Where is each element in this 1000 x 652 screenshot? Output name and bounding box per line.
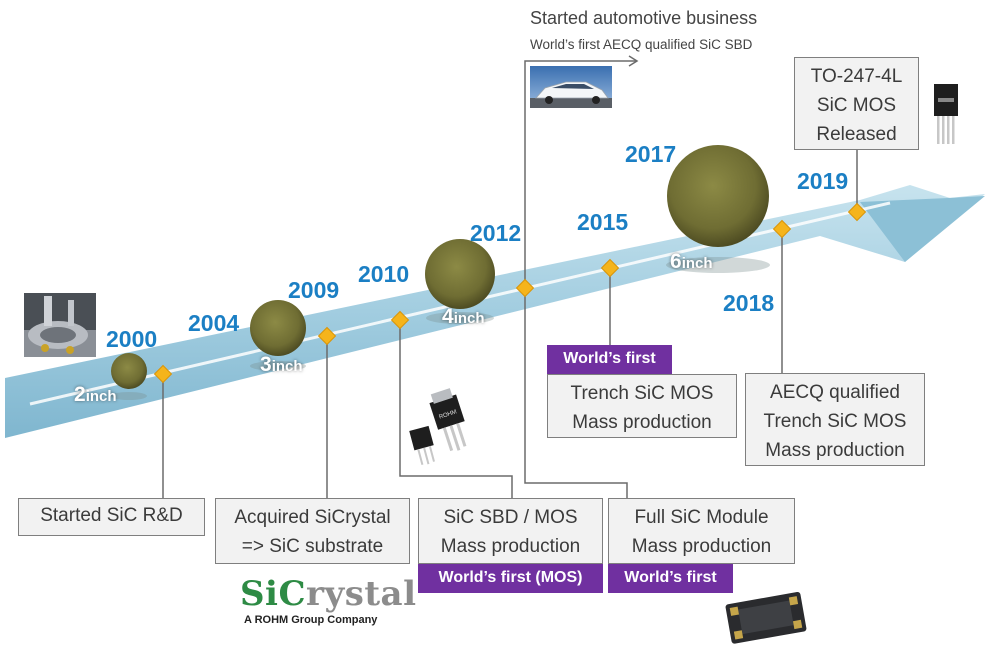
- connector-2012: [524, 288, 628, 498]
- research-equipment-photo: [24, 293, 96, 357]
- world-first-badge-2010: World’s first (MOS): [418, 564, 603, 593]
- year-2015: 2015: [577, 209, 629, 235]
- marker-2009: [317, 326, 337, 346]
- timeline-markers: [153, 202, 867, 384]
- connector-lines: [162, 55, 858, 498]
- milestone-box-2019: TO-247-4L SiC MOS Released: [794, 57, 919, 150]
- sicrystal-logo: SiCrystal A ROHM Group Company: [240, 574, 417, 626]
- milestone-box-2009: Acquired SiCrystal => SiC substrate: [215, 498, 410, 564]
- year-2019: 2019: [797, 168, 849, 194]
- sicrystal-tagline: A ROHM Group Company: [244, 614, 378, 626]
- marker-2019: [847, 202, 867, 222]
- marker-2015: [600, 258, 620, 278]
- marker-2000: [153, 364, 173, 384]
- milestone-box-2000: Started SiC R&D: [18, 498, 205, 536]
- car-photo: [530, 66, 612, 108]
- device-marking: ROHM: [438, 409, 457, 420]
- wafer-6inch-label: 6inch: [670, 250, 713, 273]
- wafer-4inch-label: 4inch: [442, 305, 485, 328]
- wafer-2inch-label: 2inch: [74, 383, 117, 406]
- year-2009: 2009: [288, 277, 340, 303]
- to247-device-photo: [934, 84, 958, 144]
- connector-automotive: [524, 60, 637, 288]
- automotive-title: Started automotive business: [530, 8, 758, 28]
- year-2000: 2000: [106, 326, 158, 352]
- year-2010: 2010: [358, 261, 410, 287]
- marker-2012: [515, 278, 535, 298]
- wafer-3inch: [250, 300, 306, 371]
- year-2004: 2004: [188, 310, 240, 336]
- milestone-box-2015: Trench SiC MOS Mass production: [547, 374, 737, 438]
- milestone-box-2018: AECQ qualified Trench SiC MOS Mass product…: [745, 373, 925, 466]
- wafer-6inch: [666, 145, 770, 273]
- world-first-badge-2015: World’s first: [547, 345, 672, 374]
- connector-2010: [399, 320, 513, 498]
- year-2017: 2017: [625, 141, 677, 167]
- wafer-2inch: [111, 353, 147, 400]
- marker-2010: [390, 310, 410, 330]
- year-2018: 2018: [723, 290, 775, 316]
- marker-2018: [772, 219, 792, 239]
- year-2012: 2012: [470, 220, 522, 246]
- discrete-devices-photo: ROHM: [409, 388, 467, 465]
- milestone-box-2010: SiC SBD / MOS Mass production: [418, 498, 603, 564]
- wafer-3inch-label: 3inch: [260, 353, 303, 376]
- sicrystal-wordmark: SiCrystal: [240, 574, 417, 614]
- world-first-badge-2012: World’s first: [608, 564, 733, 593]
- automotive-subtitle: World’s first AECQ qualified SiC SBD: [530, 37, 753, 52]
- milestone-box-2012: Full SiC Module Mass production: [608, 498, 795, 564]
- power-module-photo: [725, 592, 807, 644]
- wafer-4inch: [425, 239, 495, 324]
